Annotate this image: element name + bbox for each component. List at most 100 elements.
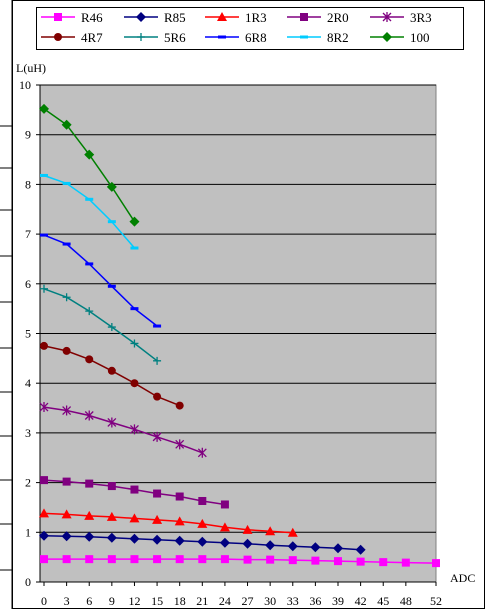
legend-swatch-marker bbox=[136, 12, 146, 22]
x-tick-label: 9 bbox=[109, 594, 115, 608]
data-point bbox=[152, 534, 163, 545]
data-point bbox=[242, 538, 253, 549]
legend-label: 6R8 bbox=[245, 30, 267, 45]
y-tick-label: 8 bbox=[25, 177, 31, 191]
series-line bbox=[43, 234, 158, 327]
data-point bbox=[62, 405, 72, 416]
series-1R3 bbox=[39, 508, 298, 537]
data-point bbox=[84, 531, 95, 542]
data-point bbox=[198, 496, 207, 505]
data-point bbox=[107, 555, 116, 564]
series-8R2 bbox=[40, 173, 139, 250]
x-tick-label: 6 bbox=[86, 594, 92, 608]
data-point bbox=[85, 355, 94, 364]
data-point bbox=[40, 476, 48, 485]
data-point bbox=[130, 379, 139, 388]
data-point bbox=[174, 535, 185, 546]
data-point bbox=[153, 392, 162, 401]
data-point bbox=[106, 532, 117, 543]
data-point bbox=[107, 366, 116, 375]
x-tick-label: 27 bbox=[242, 594, 254, 608]
x-tick-label: 33 bbox=[287, 594, 299, 608]
legend-label: 100 bbox=[410, 30, 430, 45]
series-line bbox=[43, 288, 158, 362]
data-point bbox=[40, 173, 48, 177]
data-point bbox=[197, 447, 207, 458]
legend-item: 8R2 bbox=[287, 30, 349, 45]
data-point bbox=[62, 477, 71, 486]
data-point bbox=[107, 284, 116, 288]
data-point bbox=[356, 557, 365, 566]
legend-label: 8R2 bbox=[327, 30, 349, 45]
legend-label: 2R0 bbox=[327, 10, 349, 25]
series-R46 bbox=[40, 555, 440, 568]
data-point bbox=[107, 482, 116, 491]
legend-item: R46 bbox=[41, 10, 103, 25]
x-tick-label: 30 bbox=[264, 594, 276, 608]
data-point bbox=[129, 513, 140, 523]
x-tick-label: 3 bbox=[64, 594, 70, 608]
data-point bbox=[62, 346, 71, 355]
data-point bbox=[355, 544, 366, 555]
data-point bbox=[62, 293, 71, 302]
legend-swatch-marker bbox=[300, 13, 308, 21]
data-point bbox=[130, 555, 139, 564]
data-point bbox=[432, 559, 440, 568]
legend-swatch-marker bbox=[54, 13, 62, 21]
data-point bbox=[287, 541, 298, 552]
x-tick-label: 39 bbox=[332, 594, 344, 608]
left-edge-ticks bbox=[0, 125, 12, 571]
data-point bbox=[175, 492, 184, 501]
legend-swatch-marker bbox=[137, 33, 145, 41]
gridlines bbox=[36, 84, 437, 586]
x-tick-label: 48 bbox=[400, 594, 412, 608]
x-tick-label: 52 bbox=[430, 594, 442, 608]
legend: R46 R85 1R3 2R0 3R3 4R7 5R6 6R8 8R2 100 bbox=[41, 10, 432, 45]
x-tick-label: 24 bbox=[219, 594, 231, 608]
y-tick-label: 6 bbox=[25, 277, 31, 291]
data-point bbox=[39, 508, 49, 518]
legend-label: 5R6 bbox=[164, 30, 186, 45]
data-point bbox=[40, 284, 48, 293]
data-point bbox=[333, 543, 343, 554]
data-point bbox=[130, 307, 139, 311]
legend-swatch-marker bbox=[382, 12, 392, 22]
series-3R3 bbox=[39, 402, 207, 458]
data-point bbox=[379, 558, 388, 567]
x-axis-title: ADC bbox=[450, 571, 475, 585]
data-point bbox=[219, 537, 230, 548]
data-point bbox=[219, 522, 230, 532]
legend-item: 6R8 bbox=[205, 30, 267, 45]
series-R85 bbox=[39, 530, 366, 555]
data-point bbox=[153, 324, 162, 328]
data-point bbox=[62, 242, 71, 246]
y-tick-labels: 0 1 2 3 4 5 6 7 8 9 10 bbox=[19, 78, 31, 589]
data-point bbox=[198, 555, 207, 564]
series-4R7 bbox=[40, 341, 184, 410]
legend-item: 1R3 bbox=[205, 10, 267, 25]
data-point bbox=[85, 479, 94, 488]
data-point bbox=[106, 181, 117, 192]
y-tick-label: 7 bbox=[25, 227, 31, 241]
legend-label: 3R3 bbox=[410, 10, 432, 25]
data-point bbox=[288, 556, 297, 565]
data-point bbox=[197, 536, 208, 547]
data-point bbox=[243, 555, 252, 564]
data-point bbox=[153, 555, 162, 564]
data-point bbox=[310, 542, 321, 553]
data-point bbox=[85, 262, 94, 266]
data-point bbox=[39, 530, 49, 541]
axes bbox=[39, 85, 436, 583]
x-tick-label: 0 bbox=[41, 594, 47, 608]
data-point bbox=[61, 119, 72, 130]
series-6R8 bbox=[40, 233, 162, 328]
legend-box bbox=[36, 7, 464, 50]
x-tick-label: 36 bbox=[309, 594, 321, 608]
data-point bbox=[130, 339, 139, 348]
data-point bbox=[62, 181, 71, 185]
legend-swatch-marker bbox=[54, 33, 62, 41]
series-layer bbox=[39, 103, 440, 568]
series-5R6 bbox=[40, 284, 162, 365]
data-point bbox=[153, 356, 162, 365]
data-point bbox=[266, 555, 275, 564]
